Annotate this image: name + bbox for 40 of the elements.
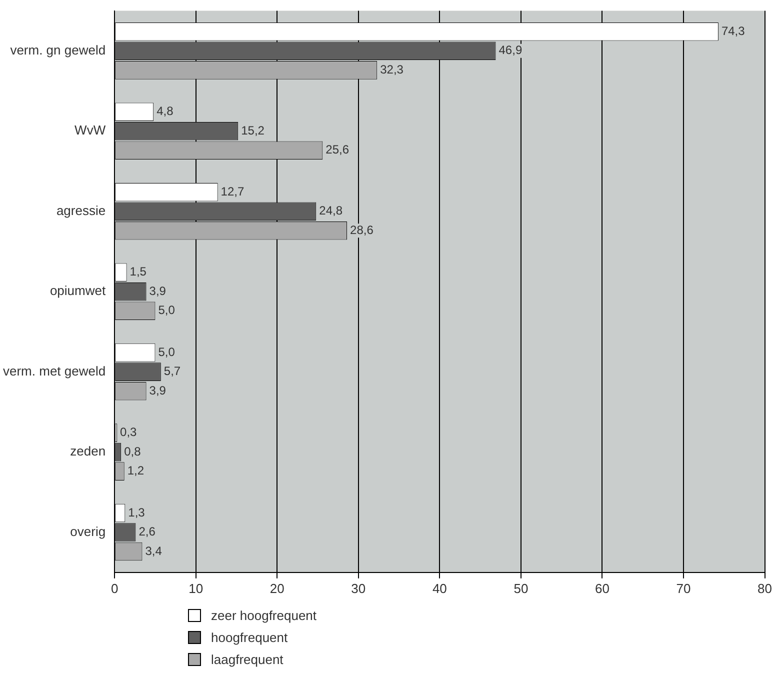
data-label: 15,2 (241, 123, 265, 138)
x-tick-label: 60 (594, 580, 610, 596)
data-label: 28,6 (350, 222, 374, 237)
x-tick-label: 80 (758, 580, 772, 596)
data-label: 5,7 (164, 364, 181, 378)
data-label: 74,3 (721, 24, 746, 38)
data-label: 24,8 (319, 204, 343, 218)
data-label: 5,0 (158, 303, 176, 318)
x-tick-label: 30 (351, 580, 366, 596)
data-label: 2,6 (138, 524, 156, 539)
data-label: 0,3 (120, 425, 138, 440)
x-tick-label: 20 (270, 580, 284, 596)
legend-label: laagfrequent (211, 652, 284, 666)
y-tick-label: verm. gn geweld (10, 42, 106, 58)
y-tick-label: verm. met geweld (2, 363, 106, 378)
x-tick-label: 70 (676, 580, 691, 596)
data-label: 1,2 (127, 464, 144, 478)
y-tick-label: zeden (70, 444, 106, 459)
x-tick-label: 40 (432, 580, 447, 596)
data-label: 3,4 (145, 544, 162, 558)
y-tick-label: WvW (74, 122, 106, 138)
data-label: 46,9 (498, 43, 522, 58)
data-label: 5,0 (158, 344, 176, 359)
data-label: 3,9 (149, 284, 166, 298)
y-tick-label: agressie (56, 202, 106, 218)
y-tick-label: opiumwet (50, 283, 106, 298)
x-tick-label: 50 (514, 580, 528, 596)
data-label: 1,5 (130, 264, 147, 279)
x-tick-label: 10 (188, 580, 204, 596)
legend-label: zeer hoogfrequent (211, 608, 317, 622)
y-tick-label: overig (70, 524, 106, 539)
data-label: 3,9 (149, 383, 166, 398)
data-label: 4,8 (156, 104, 174, 118)
data-label: 1,3 (128, 505, 146, 520)
x-tick-label: 0 (110, 580, 118, 596)
data-label: 0,8 (124, 444, 142, 458)
data-label: 25,6 (326, 142, 350, 157)
legend-label: hoogfrequent (211, 630, 288, 644)
data-label: 32,3 (380, 62, 404, 76)
data-label: 12,7 (220, 184, 244, 198)
